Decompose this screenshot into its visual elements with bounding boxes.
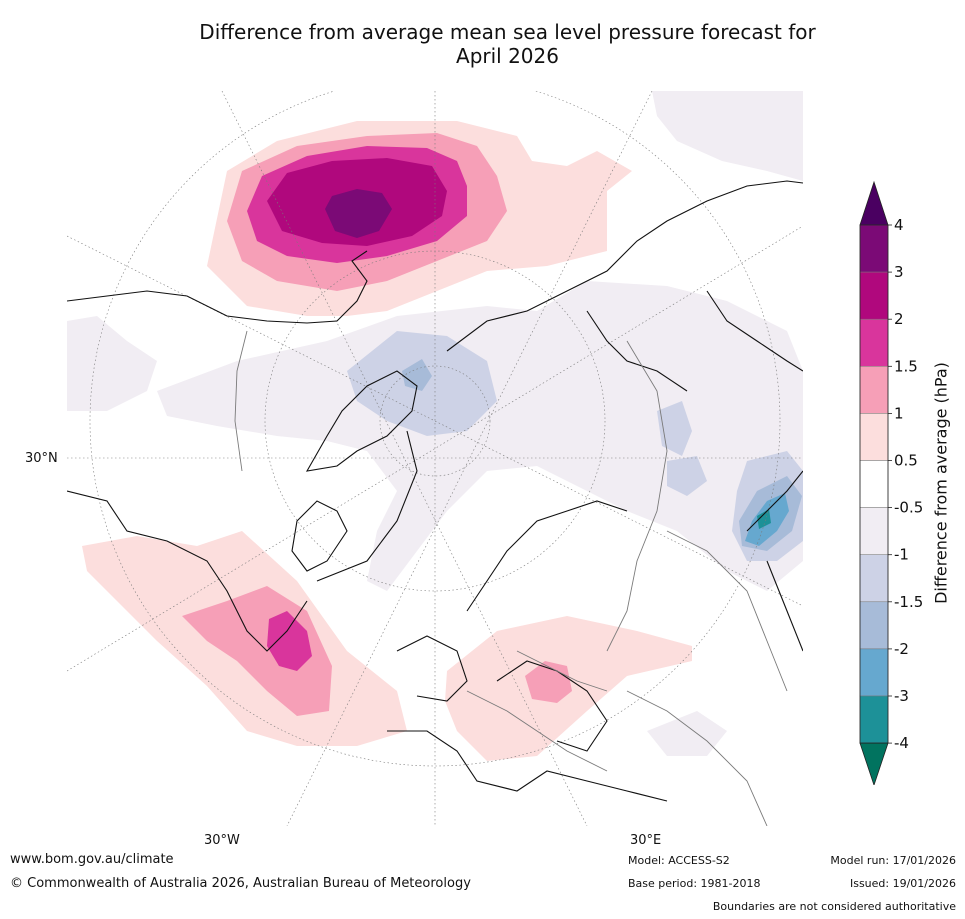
colorbar-band bbox=[859, 695, 889, 744]
anomaly-region-north-atlantic bbox=[82, 531, 407, 746]
forecast-map bbox=[67, 91, 803, 826]
colorbar-arrow-bottom bbox=[859, 742, 889, 787]
colorbar-tick-label: 2 bbox=[894, 310, 904, 328]
colorbar-tick-label: 3 bbox=[894, 263, 904, 281]
colorbar-tick-label: 0.5 bbox=[894, 452, 918, 470]
title-line-2: April 2026 bbox=[456, 44, 559, 68]
axis-label-30e: 30°E bbox=[630, 833, 662, 848]
colorbar-arrow-top bbox=[859, 180, 889, 226]
axis-label-30w: 30°W bbox=[204, 833, 240, 848]
footer-base-period: Base period: 1981-2018 bbox=[628, 877, 761, 890]
anomaly-region-europe bbox=[445, 616, 692, 761]
coastlines bbox=[67, 180, 803, 802]
colorbar-tick-label: 1.5 bbox=[894, 357, 918, 375]
colorbar: 4 3 2 1.5 1 0.5 -0.5 -1 -1.5 -2 -3 -4 bbox=[855, 180, 965, 787]
colorbar-canvas: 4 3 2 1.5 1 0.5 -0.5 -1 -1.5 -2 -3 -4 bbox=[859, 180, 923, 787]
footer-copyright: © Commonwealth of Australia 2026, Austra… bbox=[10, 876, 471, 891]
colorbar-tick-label: -1.5 bbox=[894, 593, 923, 611]
footer-disclaimer: Boundaries are not considered authoritat… bbox=[712, 900, 956, 913]
colorbar-band bbox=[859, 271, 889, 320]
footer-issued: Issued: 19/01/2026 bbox=[849, 877, 956, 890]
map-canvas bbox=[67, 91, 803, 826]
colorbar-tick-label: -2 bbox=[894, 640, 909, 658]
map-title: Difference from average mean sea level p… bbox=[100, 20, 915, 68]
colorbar-tick-label: -1 bbox=[894, 546, 909, 564]
colorbar-band bbox=[859, 601, 889, 650]
colorbar-band bbox=[859, 460, 889, 508]
anomaly-region-neg-light bbox=[67, 91, 803, 756]
colorbar-band bbox=[859, 366, 889, 414]
anomaly-region-neg-3 bbox=[757, 509, 771, 529]
colorbar-tick-label: -4 bbox=[894, 734, 909, 752]
colorbar-band bbox=[859, 648, 889, 697]
anomaly-region-north-pacific bbox=[207, 121, 632, 316]
colorbar-label: Difference from average (hPa) bbox=[931, 362, 951, 604]
colorbar-tick-label: -3 bbox=[894, 687, 909, 705]
colorbar-tick-label: 1 bbox=[894, 404, 904, 422]
footer-model: Model: ACCESS-S2 bbox=[628, 854, 730, 867]
title-line-1: Difference from average mean sea level p… bbox=[199, 20, 816, 44]
colorbar-band bbox=[859, 224, 889, 273]
axis-label-30n: 30°N bbox=[25, 451, 58, 466]
colorbar-band bbox=[859, 507, 889, 555]
colorbar-frame bbox=[859, 224, 889, 744]
colorbar-band bbox=[859, 554, 889, 603]
country-borders bbox=[234, 330, 788, 826]
colorbar-tick-label: 4 bbox=[894, 216, 904, 234]
footer-website: www.bom.gov.au/climate bbox=[10, 852, 174, 867]
footer-model-run: Model run: 17/01/2026 bbox=[830, 854, 956, 867]
colorbar-tick-label: -0.5 bbox=[894, 499, 923, 517]
colorbar-band bbox=[859, 318, 889, 367]
colorbar-band bbox=[859, 413, 889, 461]
